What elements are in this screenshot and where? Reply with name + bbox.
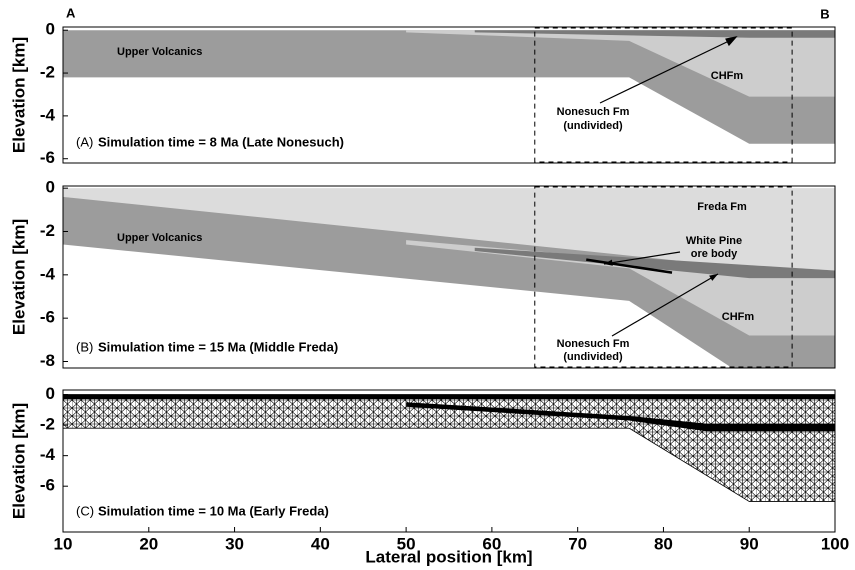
y-tick-label: -2 bbox=[40, 415, 55, 434]
y-axis-label: Elevation [km] bbox=[9, 37, 28, 153]
formation bbox=[406, 30, 835, 97]
formation bbox=[63, 394, 835, 502]
x-tick-label: 60 bbox=[482, 534, 501, 553]
ore-body bbox=[586, 258, 673, 274]
arrow bbox=[611, 273, 719, 337]
panel-title: Simulation time = 15 Ma (Middle Freda) bbox=[98, 339, 338, 354]
y-tick-label: -4 bbox=[40, 264, 56, 283]
x-tick-label: 30 bbox=[225, 534, 244, 553]
annotation: White Pine bbox=[686, 235, 742, 247]
arrows bbox=[599, 36, 738, 104]
x-tick-label: 50 bbox=[397, 534, 416, 553]
annotation: CHFm bbox=[711, 70, 744, 82]
formation bbox=[63, 30, 835, 144]
panel-label: (A) bbox=[76, 134, 93, 149]
x-tick-label: 100 bbox=[821, 534, 849, 553]
x-axis-label: Lateral position [km] bbox=[365, 547, 532, 566]
formation bbox=[406, 402, 835, 432]
focus-box bbox=[534, 186, 793, 368]
section-end: A bbox=[66, 5, 76, 20]
y-tick-label: -8 bbox=[40, 351, 55, 370]
arrowhead bbox=[604, 259, 613, 266]
formation bbox=[474, 30, 835, 38]
annotation: Freda Fm bbox=[697, 201, 747, 213]
formation bbox=[406, 240, 835, 336]
panel-label: (B) bbox=[76, 339, 93, 354]
annotation: Upper Volcanics bbox=[117, 46, 202, 58]
arrowhead bbox=[709, 274, 718, 281]
annotation: Nonesuch Fm bbox=[557, 338, 630, 350]
plot-frame bbox=[62, 185, 836, 369]
plot-frame bbox=[62, 389, 836, 533]
annotation: CHFm bbox=[722, 311, 755, 323]
formation bbox=[63, 188, 835, 271]
y-tick-label: 0 bbox=[46, 20, 55, 39]
arrowhead bbox=[725, 36, 738, 47]
y-tick-label: -2 bbox=[40, 63, 55, 82]
plot-area bbox=[63, 30, 835, 144]
focus-box bbox=[534, 27, 793, 163]
formation bbox=[474, 247, 835, 279]
formation bbox=[63, 196, 835, 368]
y-tick-label: -6 bbox=[40, 308, 55, 327]
arrow bbox=[599, 39, 732, 104]
y-axis-label: Elevation [km] bbox=[9, 403, 28, 519]
x-tick-label: 20 bbox=[139, 534, 158, 553]
annotation: ore body bbox=[691, 248, 738, 260]
formation bbox=[63, 394, 835, 400]
x-tick-label: 70 bbox=[568, 534, 587, 553]
annotation: (undivided) bbox=[563, 351, 623, 363]
y-tick-label: -2 bbox=[40, 221, 55, 240]
panel-title: Simulation time = 10 Ma (Early Freda) bbox=[98, 503, 329, 518]
x-tick-label: 90 bbox=[740, 534, 759, 553]
x-tick-label: 80 bbox=[654, 534, 673, 553]
y-tick-label: 0 bbox=[46, 384, 55, 403]
y-tick-label: -4 bbox=[40, 445, 56, 464]
plot-area bbox=[63, 394, 835, 502]
plot-frame bbox=[62, 26, 836, 164]
panel-title: Simulation time = 8 Ma (Late Nonesuch) bbox=[98, 134, 344, 149]
arrow bbox=[603, 251, 681, 265]
section-end: B bbox=[820, 6, 829, 21]
plot-area bbox=[63, 188, 835, 368]
x-tick-label: 10 bbox=[54, 534, 73, 553]
annotation: Upper Volcanics bbox=[117, 232, 202, 244]
annotation: (undivided) bbox=[563, 120, 623, 132]
x-tick-label: 40 bbox=[311, 534, 330, 553]
y-tick-label: -6 bbox=[40, 476, 55, 495]
annotation: Nonesuch Fm bbox=[557, 106, 630, 118]
y-axis-label: Elevation [km] bbox=[9, 219, 28, 335]
y-tick-label: -4 bbox=[40, 105, 56, 124]
y-tick-label: -6 bbox=[40, 148, 55, 167]
y-tick-label: 0 bbox=[46, 178, 55, 197]
panel-label: (C) bbox=[76, 503, 94, 518]
